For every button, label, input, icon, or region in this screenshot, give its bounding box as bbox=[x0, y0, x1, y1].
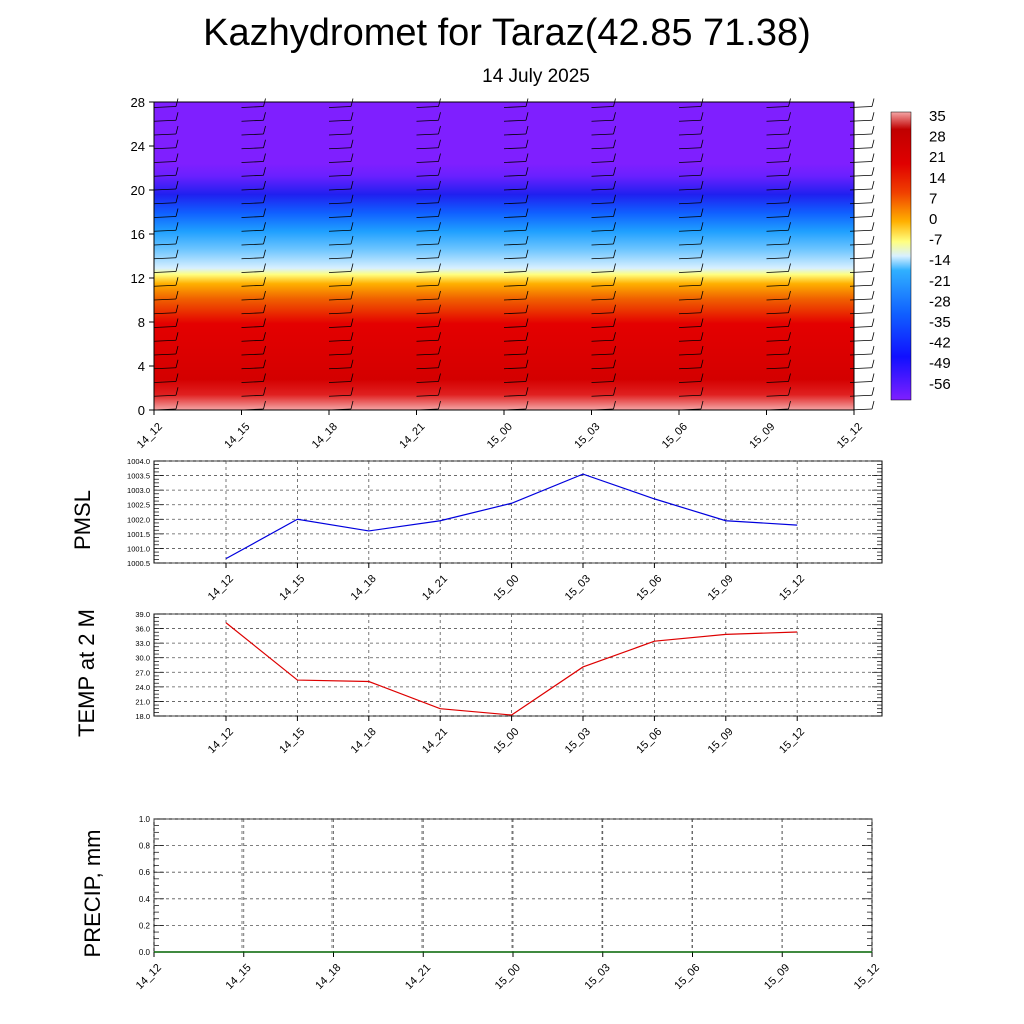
panel-1-frame bbox=[153, 460, 883, 564]
colorbar-label-3: 14 bbox=[929, 170, 946, 187]
panel-2-ylabel: TEMP at 2 M bbox=[74, 609, 99, 737]
panel-1-y-tick-label: 1001.5 bbox=[127, 530, 150, 539]
panel-2-x-tick-label-15_03: 15_03 bbox=[563, 726, 593, 756]
colorbar-label-7: -14 bbox=[929, 252, 951, 269]
panel-2-y-tick-label: 33.0 bbox=[135, 639, 150, 648]
colorbar-label-6: -7 bbox=[929, 232, 942, 249]
panel-2-x-tick-label-15_00: 15_00 bbox=[491, 726, 521, 756]
panel-2-x-tick-label-14_15: 14_15 bbox=[277, 726, 307, 756]
y-tick-label-12: 12 bbox=[131, 271, 145, 286]
panel-3-x-tick-label-15_03: 15_03 bbox=[583, 962, 613, 992]
panel-2-x-tick-label-14_18: 14_18 bbox=[349, 726, 379, 756]
y-tick-label-0: 0 bbox=[138, 403, 145, 418]
cross-section-field bbox=[154, 102, 854, 410]
panel-1-x-tick-label-14_18: 14_18 bbox=[349, 573, 379, 603]
panel-2-x-tick-label-15_06: 15_06 bbox=[634, 726, 664, 756]
panel-1-x-tick-label-15_03: 15_03 bbox=[563, 573, 593, 603]
panel-3-x-tick-label-14_12: 14_12 bbox=[134, 962, 164, 992]
panel-3-x-tick-label-14_21: 14_21 bbox=[403, 962, 433, 992]
page-title: Kazhydromet for Taraz(42.85 71.38) bbox=[203, 12, 811, 54]
colorbar bbox=[890, 111, 912, 401]
colorbar-label-1: 28 bbox=[929, 129, 946, 146]
y-tick-label-20: 20 bbox=[131, 183, 145, 198]
wind-barb-column-1 bbox=[241, 98, 266, 411]
panel-1-x-tick-label-14_21: 14_21 bbox=[420, 573, 450, 603]
panel-1-x-tick-label-14_15: 14_15 bbox=[277, 573, 307, 603]
x-tick-label-15_03: 15_03 bbox=[572, 421, 602, 451]
wind-barb-column-2 bbox=[328, 98, 354, 411]
panel-3-x-tick-label-15_00: 15_00 bbox=[493, 962, 523, 992]
panel-1-x-tick-label-15_12: 15_12 bbox=[777, 573, 807, 603]
x-tick-label-15_12: 15_12 bbox=[835, 421, 865, 451]
y-tick-label-16: 16 bbox=[131, 227, 145, 242]
panel-2-frame bbox=[153, 613, 883, 717]
panel-2-y-tick-label: 24.0 bbox=[135, 683, 150, 692]
panel-2-x-tick-label-15_09: 15_09 bbox=[706, 726, 736, 756]
panel-2-x-tick-label-14_12: 14_12 bbox=[206, 726, 236, 756]
wind-barb-column-5 bbox=[591, 98, 616, 411]
panel-1-y-tick-label: 1003.5 bbox=[127, 472, 150, 481]
wind-barb-column-3 bbox=[416, 98, 441, 411]
colorbar-label-9: -28 bbox=[929, 293, 951, 310]
panel-3-x-tick-label-15_06: 15_06 bbox=[672, 962, 702, 992]
y-tick-label-28: 28 bbox=[131, 95, 145, 110]
panel-2-y-tick-label: 30.0 bbox=[135, 654, 150, 663]
panel-3-x-tick-label-14_15: 14_15 bbox=[224, 962, 254, 992]
colorbar-label-11: -42 bbox=[929, 335, 951, 352]
x-tick-label-14_21: 14_21 bbox=[397, 421, 427, 451]
colorbar-label-4: 7 bbox=[929, 190, 937, 207]
panel-1-y-tick-label: 1001.0 bbox=[127, 544, 150, 553]
panel-2-y-tick-label: 21.0 bbox=[135, 697, 150, 706]
panel-2-x-tick-label-15_12: 15_12 bbox=[777, 726, 807, 756]
x-tick-label-15_06: 15_06 bbox=[660, 421, 690, 451]
x-tick-label-15_09: 15_09 bbox=[747, 421, 777, 451]
panel-3-x-tick-label-15_09: 15_09 bbox=[762, 962, 792, 992]
colorbar-label-5: 0 bbox=[929, 211, 937, 228]
page-subtitle: 14 July 2025 bbox=[482, 66, 590, 87]
panel-3-y-tick-label: 0.0 bbox=[139, 948, 151, 957]
panel-3-y-tick-label: 0.2 bbox=[139, 921, 151, 930]
panel-1-x-tick-label-14_12: 14_12 bbox=[206, 573, 236, 603]
x-tick-label-14_12: 14_12 bbox=[135, 421, 165, 451]
panel-1-x-tick-label-15_00: 15_00 bbox=[491, 573, 521, 603]
panel-3-x-tick-label-14_18: 14_18 bbox=[313, 962, 343, 992]
colorbar-label-12: -49 bbox=[929, 355, 951, 372]
panel-1-ylabel: PMSL bbox=[70, 490, 95, 550]
panel-1-y-tick-label: 1000.5 bbox=[127, 559, 150, 568]
panel-1-x-tick-label-15_09: 15_09 bbox=[706, 573, 736, 603]
wind-barb-column-0 bbox=[153, 98, 179, 411]
panel-1-x-tick-label-15_06: 15_06 bbox=[634, 573, 664, 603]
wind-barb-column-7 bbox=[766, 98, 791, 411]
panel-2-x-tick-label-14_21: 14_21 bbox=[420, 726, 450, 756]
panel-3-x-tick-label-15_12: 15_12 bbox=[852, 962, 882, 992]
panel-3-ylabel: PRECIP, mm bbox=[80, 830, 105, 958]
wind-barb-column-4 bbox=[503, 98, 529, 411]
x-tick-label-14_15: 14_15 bbox=[222, 421, 252, 451]
colorbar-label-8: -21 bbox=[929, 273, 951, 290]
panel-3-y-tick-label: 1.0 bbox=[139, 815, 151, 824]
panel-3-y-tick-label: 0.8 bbox=[139, 842, 151, 851]
panel-2-y-tick-label: 36.0 bbox=[135, 625, 150, 634]
panel-1-y-tick-label: 1002.0 bbox=[127, 515, 150, 524]
y-tick-label-8: 8 bbox=[138, 315, 145, 330]
panel-1-y-tick-label: 1002.5 bbox=[127, 501, 150, 510]
x-tick-label-15_00: 15_00 bbox=[485, 421, 515, 451]
wind-barb-column-6 bbox=[678, 98, 704, 411]
colorbar-label-13: -56 bbox=[929, 376, 951, 393]
panel-3-y-tick-label: 0.6 bbox=[139, 868, 151, 877]
x-tick-label-14_18: 14_18 bbox=[310, 421, 340, 451]
colorbar-label-0: 35 bbox=[929, 108, 946, 125]
panel-1-y-tick-label: 1004.0 bbox=[127, 457, 150, 466]
y-tick-label-4: 4 bbox=[138, 359, 145, 374]
colorbar-label-2: 21 bbox=[929, 149, 946, 166]
panel-1-y-tick-label: 1003.0 bbox=[127, 486, 150, 495]
panel-3-y-tick-label: 0.4 bbox=[139, 895, 151, 904]
colorbar-label-10: -35 bbox=[929, 314, 951, 331]
panel-2-y-tick-label: 27.0 bbox=[135, 668, 150, 677]
panel-2-y-tick-label: 18.0 bbox=[135, 712, 150, 721]
panel-2-y-tick-label: 39.0 bbox=[135, 610, 150, 619]
y-tick-label-24: 24 bbox=[131, 139, 145, 154]
